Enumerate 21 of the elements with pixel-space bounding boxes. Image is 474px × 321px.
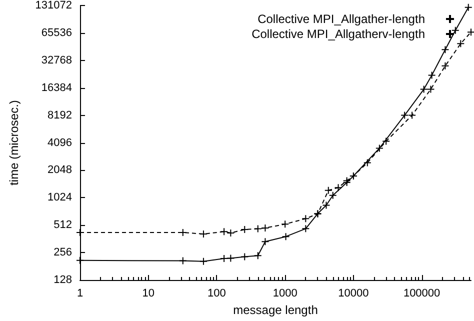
y-tick-label: 131072 [35, 0, 72, 12]
y-tick-label: 1024 [48, 192, 72, 204]
x-tick-label: 10000 [338, 288, 369, 300]
y-tick-label: 8192 [48, 109, 72, 122]
y-tick-label: 2048 [48, 164, 72, 176]
legend-label: Collective MPI_Allgatherv-length [252, 27, 425, 41]
x-tick-label: 10 [142, 288, 154, 300]
y-axis-title: time (microsec.) [7, 100, 21, 186]
legend-label: Collective MPI_Allgather-length [258, 12, 425, 26]
x-tick-label: 100000 [403, 288, 440, 300]
x-tick-label: 1 [76, 288, 84, 300]
y-tick-label: 512 [54, 219, 72, 232]
y-tick-label: 65536 [41, 26, 72, 39]
y-tick-label: 4096 [48, 136, 72, 149]
y-tick-label: 16384 [41, 82, 72, 94]
y-tick-label: 32768 [41, 54, 72, 66]
y-tick-label: 128 [54, 274, 72, 286]
x-tick-label: 100 [208, 288, 226, 300]
x-axis-title: message length [233, 303, 318, 317]
y-tick-label: 256 [54, 246, 72, 259]
x-tick-label: 1000 [272, 288, 298, 300]
